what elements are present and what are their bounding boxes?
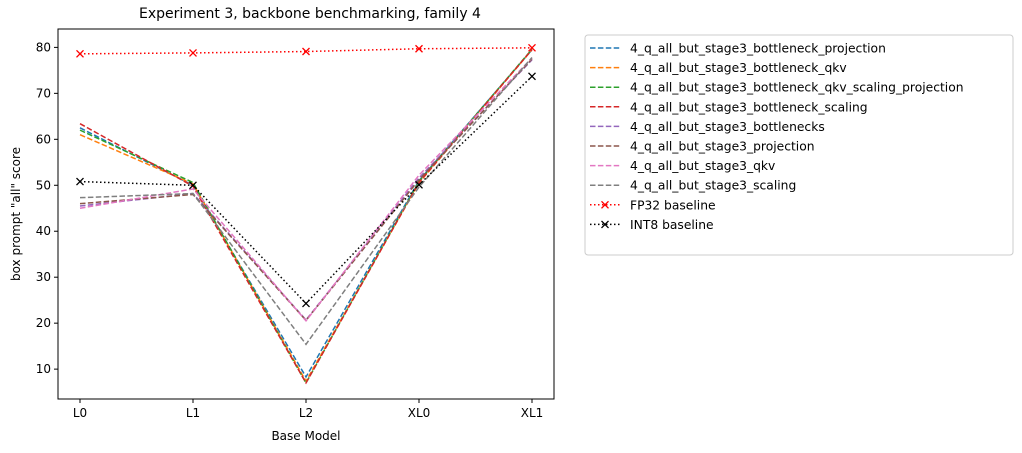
legend-marker (601, 220, 609, 229)
y-tick-label: 10 (36, 362, 51, 376)
data-point-marker (415, 180, 423, 189)
legend-box (584, 34, 1014, 256)
series-line-5 (79, 59, 533, 322)
y-tick-label: 30 (36, 270, 51, 284)
legend-label: 4_q_all_but_stage3_bottlenecks (630, 120, 825, 134)
series-line-9 (79, 47, 533, 55)
y-tick-label: 80 (36, 40, 51, 54)
legend-label: 4_q_all_but_stage3_bottleneck_qkv (630, 61, 847, 75)
data-point-marker (189, 48, 197, 57)
data-point-marker (528, 72, 536, 81)
series-line-10 (79, 75, 533, 305)
x-tick-label: XL1 (521, 406, 544, 420)
series-line-6 (79, 58, 533, 322)
legend-label: 4_q_all_but_stage3_qkv (630, 159, 775, 173)
legend-label: 4_q_all_but_stage3_bottleneck_scaling (630, 100, 868, 114)
x-tick-label: L2 (299, 406, 313, 420)
y-tick-label: 40 (36, 224, 51, 238)
x-tick-label: XL0 (408, 406, 431, 420)
data-point-marker (76, 177, 84, 186)
y-tick-label: 50 (36, 178, 51, 192)
legend-label: FP32 baseline (630, 198, 716, 212)
legend-items: 4_q_all_but_stage3_bottleneck_projection… (590, 42, 964, 232)
series-line-1 (79, 49, 533, 379)
x-axis-label: Base Model (271, 429, 340, 443)
legend-label: 4_q_all_but_stage3_scaling (630, 179, 796, 193)
series-line-4 (79, 49, 533, 385)
y-tick-label: 60 (36, 132, 51, 146)
data-point-marker (302, 47, 310, 56)
legend-label: 4_q_all_but_stage3_bottleneck_qkv_scalin… (630, 81, 964, 95)
series-line-3 (79, 48, 533, 385)
data-point-marker (415, 44, 423, 53)
y-tick-label: 20 (36, 316, 51, 330)
series-line-7 (79, 57, 533, 323)
data-point-marker (302, 299, 310, 308)
series-line-8 (79, 57, 533, 346)
y-axis-label: box prompt "all" score (9, 147, 23, 281)
legend: 4_q_all_but_stage3_bottleneck_projection… (584, 34, 1014, 256)
chart-title: Experiment 3, backbone benchmarking, fam… (139, 6, 481, 22)
x-axis: L0 L1 L2 XL0 XL1 (73, 399, 543, 420)
plot-lines (76, 43, 536, 385)
x-tick-label: L1 (186, 406, 200, 420)
data-point-marker (189, 181, 197, 190)
y-axis: 10 20 30 40 50 60 70 80 (36, 40, 58, 376)
y-tick-label: 70 (36, 86, 51, 100)
legend-label: 4_q_all_but_stage3_projection (630, 140, 815, 154)
x-tick-label: L0 (73, 406, 87, 420)
legend-label: 4_q_all_but_stage3_bottleneck_projection (630, 42, 886, 56)
data-point-marker (528, 43, 536, 52)
data-point-marker (76, 49, 84, 58)
legend-marker (601, 200, 609, 209)
series-line-2 (79, 49, 533, 383)
legend-label: INT8 baseline (630, 218, 714, 232)
